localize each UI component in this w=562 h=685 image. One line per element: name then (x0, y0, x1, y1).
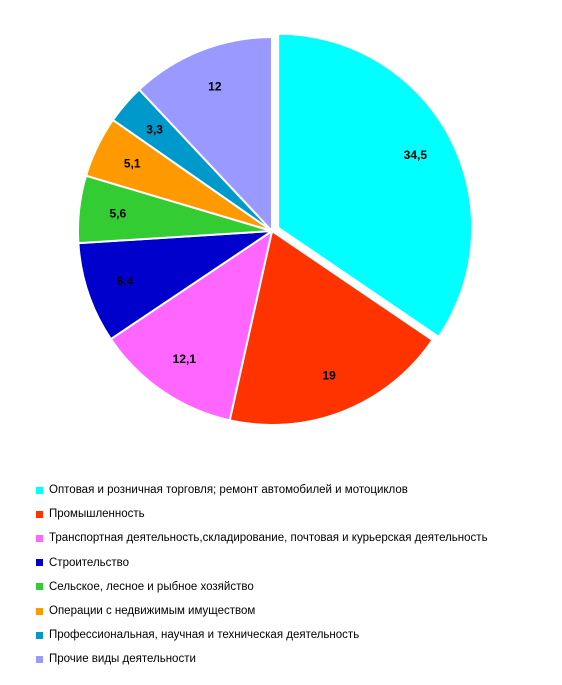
legend-swatch (36, 486, 43, 494)
pie-slices (77, 32, 474, 426)
legend: Оптовая и розничная торговля; ремонт авт… (36, 478, 556, 672)
pie-slice (228, 229, 434, 426)
legend-label: Прочие виды деятельности (49, 653, 196, 666)
legend-swatch (36, 510, 43, 518)
legend-item: Оптовая и розничная торговля; ремонт авт… (36, 478, 556, 502)
legend-swatch (36, 655, 43, 663)
legend-label: Сельское, лесное и рыбное хозяйство (49, 580, 254, 593)
legend-item: Профессиональная, научная и техническая … (36, 623, 556, 647)
data-label: 5,1 (124, 157, 141, 171)
pie-slice (109, 228, 274, 422)
legend-item: Операции с недвижимым имуществом (36, 599, 556, 623)
legend-item: Промышленность (36, 502, 556, 526)
legend-swatch (36, 534, 43, 542)
pie-slice (77, 229, 276, 341)
legend-label: Строительство (49, 556, 130, 569)
legend-swatch (36, 559, 43, 567)
legend-item: Сельское, лесное и рыбное хозяйство (36, 575, 556, 599)
data-label: 5,6 (109, 206, 126, 220)
legend-swatch (36, 583, 43, 591)
legend-label: Операции с недвижимым имуществом (49, 605, 256, 618)
legend-item: Транспортная деятельность,складирование,… (36, 526, 556, 550)
pie-chart: 34,5 19 12,1 8,4 5,6 5,1 3,3 12 (77, 32, 474, 426)
data-label: 19 (322, 368, 336, 382)
legend-item: Строительство (36, 551, 556, 575)
legend-label: Промышленность (49, 508, 145, 521)
data-labels: 34,5 19 12,1 8,4 5,6 5,1 3,3 12 (109, 80, 427, 383)
data-label: 12,1 (173, 352, 197, 366)
data-label: 8,4 (117, 274, 134, 288)
legend-label: Профессиональная, научная и техническая … (49, 629, 360, 642)
legend-label: Оптовая и розничная торговля; ремонт авт… (49, 484, 408, 497)
legend-label: Транспортная деятельность,складирование,… (49, 532, 488, 545)
legend-item: Прочие виды деятельности (36, 647, 556, 671)
data-label: 12 (208, 80, 222, 94)
data-label: 34,5 (404, 148, 428, 162)
pie-slice (137, 35, 273, 234)
data-label: 3,3 (146, 122, 163, 136)
pie-slice (277, 32, 474, 339)
legend-swatch (36, 631, 43, 639)
legend-swatch (36, 607, 43, 615)
